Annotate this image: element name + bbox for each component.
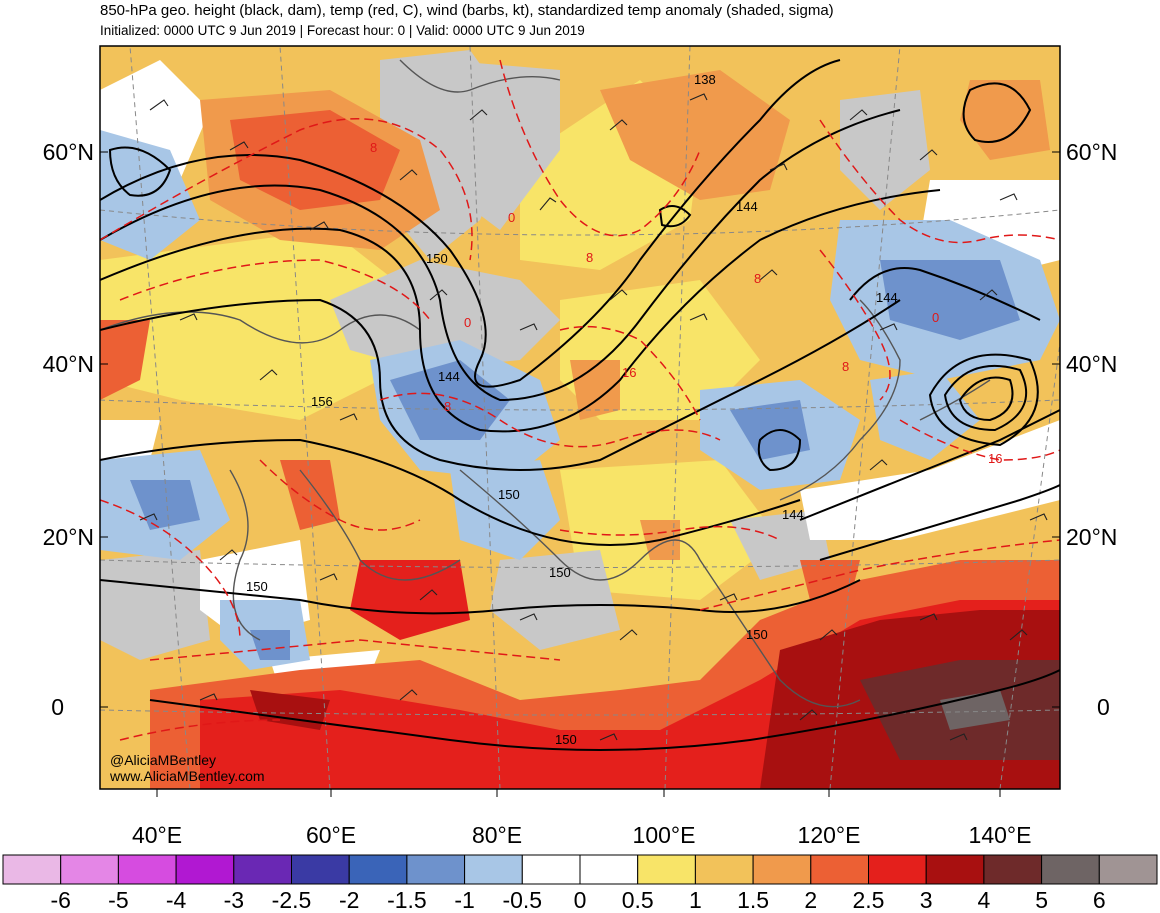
colorbar-swatch [925, 854, 985, 885]
height-label: 150 [549, 565, 571, 580]
temp-label: 8 [370, 140, 377, 155]
lon-label-100e: 100°E [633, 822, 696, 848]
anomaly-shading [100, 46, 1060, 789]
colorbar-label: 4 [978, 887, 991, 913]
lat-label-40n-left: 40°N [43, 351, 94, 377]
colorbar-label: -3 [224, 887, 244, 913]
lon-label-140e: 140°E [969, 822, 1032, 848]
colorbar-swatch [233, 854, 293, 885]
lon-label-120e: 120°E [798, 822, 861, 848]
height-labels: 138 144 150 156 144 150 144 150 150 150 … [246, 72, 898, 747]
colorbar-swatch [406, 854, 466, 885]
colorbar-swatch [694, 854, 754, 885]
height-label: 144 [876, 290, 898, 305]
temp-label: 16 [988, 451, 1002, 466]
height-label: 144 [782, 507, 804, 522]
lat-label-eq-right: 0 [1097, 694, 1110, 720]
colorbar-swatch [1098, 854, 1158, 885]
temp-label: 8 [444, 399, 451, 414]
temp-label: 8 [586, 250, 593, 265]
colorbar-label: -1 [454, 887, 474, 913]
colorbar-swatch [579, 854, 639, 885]
colorbar-swatch [60, 854, 119, 885]
credit-handle: @AliciaMBentley [110, 752, 216, 768]
temp-label: 0 [508, 210, 515, 225]
colorbar-label: -4 [166, 887, 187, 913]
lon-label-40e: 40°E [132, 822, 182, 848]
colorbar-label: 3 [920, 887, 933, 913]
colorbar-swatch [521, 854, 581, 885]
colorbar-label: -0.5 [502, 887, 542, 913]
colorbar [2, 854, 1158, 885]
height-label: 150 [498, 487, 520, 502]
temp-label: 0 [932, 310, 939, 325]
colorbar-swatch [983, 854, 1043, 885]
colorbar-label: -6 [50, 887, 70, 913]
height-label: 156 [311, 394, 333, 409]
colorbar-swatch [291, 854, 350, 885]
wind-barbs [139, 93, 1048, 741]
map-title: 850-hPa geo. height (black, dam), temp (… [100, 2, 834, 19]
credit: @AliciaMBentley www.AliciaMBentley.com [109, 752, 265, 784]
colorbar-swatch [117, 854, 177, 885]
coastlines [100, 59, 991, 708]
colorbar-swatch [175, 854, 235, 885]
lon-label-60e: 60°E [306, 822, 356, 848]
credit-website: www.AliciaMBentley.com [109, 768, 265, 784]
lat-lon-grid [100, 46, 1060, 789]
colorbar-label: 2.5 [853, 887, 885, 913]
lat-label-20n-right: 20°N [1066, 524, 1117, 550]
height-label: 150 [426, 251, 448, 266]
colorbar-label: 6 [1093, 887, 1106, 913]
colorbar-label: 0 [574, 887, 587, 913]
colorbar-swatch [637, 854, 696, 885]
colorbar-label: -2 [339, 887, 359, 913]
map-subtitle: Initialized: 0000 UTC 9 Jun 2019 | Forec… [100, 23, 585, 38]
height-label: 138 [694, 72, 716, 87]
plot-frame [99, 45, 1061, 790]
colorbar-label: 2 [804, 887, 817, 913]
lat-label-40n-right: 40°N [1066, 351, 1117, 377]
height-contours [100, 59, 1060, 751]
colorbar-swatch [464, 854, 523, 885]
height-label: 150 [746, 627, 768, 642]
colorbar-labels: -6 -5 -4 -3 -2.5 -2 -1.5 -1 -0.5 0 0.5 1 1.5 2 2.5 3 4 5 6 [50, 887, 1105, 913]
temperature-contours [100, 59, 1060, 741]
lat-label-60n-right: 60°N [1066, 139, 1117, 165]
colorbar-label: 0.5 [622, 887, 654, 913]
colorbar-label: 1 [689, 887, 702, 913]
colorbar-label: -2.5 [272, 887, 312, 913]
colorbar-label: -1.5 [387, 887, 427, 913]
temp-labels: 8 0 8 0 8 16 8 0 8 16 [370, 140, 1002, 466]
lat-label-20n-left: 20°N [43, 524, 94, 550]
height-label: 144 [736, 199, 758, 214]
longitude-labels: 40°E 60°E 80°E 100°E 120°E 140°E [132, 822, 1032, 848]
colorbar-swatch [752, 854, 812, 885]
height-label: 150 [246, 579, 268, 594]
latitude-labels: 60°N 40°N 20°N 0 60°N 40°N 20°N 0 [43, 139, 1118, 720]
colorbar-label: 5 [1035, 887, 1048, 913]
colorbar-label: 1.5 [737, 887, 769, 913]
height-label: 144 [438, 369, 460, 384]
colorbar-swatch [348, 854, 408, 885]
lat-label-60n-left: 60°N [43, 139, 94, 165]
colorbar-swatch [810, 854, 869, 885]
colorbar-swatch [868, 854, 927, 885]
colorbar-swatch [2, 854, 62, 885]
lat-label-eq-left: 0 [51, 694, 64, 720]
temp-label: 0 [464, 315, 471, 330]
axis-ticks [100, 151, 1060, 797]
colorbar-swatch [1041, 854, 1100, 885]
temp-label: 8 [842, 359, 849, 374]
temp-label: 16 [622, 365, 636, 380]
lon-label-80e: 80°E [472, 822, 522, 848]
height-label: 150 [555, 732, 577, 747]
colorbar-label: -5 [108, 887, 128, 913]
temp-label: 8 [754, 271, 761, 286]
